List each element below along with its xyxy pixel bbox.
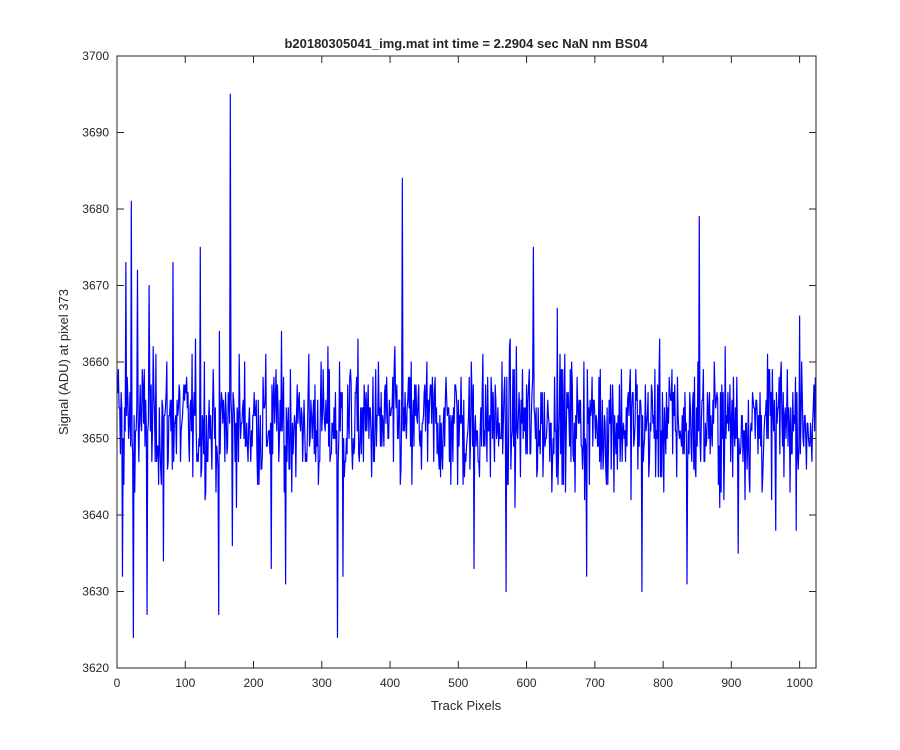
x-tick-label: 500	[448, 676, 468, 690]
x-tick-label: 800	[653, 676, 673, 690]
x-tick-label: 600	[517, 676, 537, 690]
x-tick-group: 0 100 200 300 400 500 600 700 800 900 1000	[114, 56, 813, 690]
signal-series-line	[117, 93, 816, 638]
y-tick-group: 3620 3630 3640 3650 3660 3670 3680 3690 3700	[82, 49, 816, 675]
y-tick-label: 3630	[82, 585, 109, 599]
x-tick-label: 0	[114, 676, 121, 690]
y-tick-label: 3620	[82, 661, 109, 675]
x-tick-label: 200	[244, 676, 264, 690]
x-tick-label: 300	[312, 676, 332, 690]
x-axis-label: Track Pixels	[431, 698, 502, 713]
y-axis-label: Signal (ADU) at pixel 373	[56, 289, 71, 435]
y-tick-label: 3670	[82, 279, 109, 293]
y-tick-label: 3680	[82, 202, 109, 216]
y-tick-label: 3700	[82, 49, 109, 63]
x-tick-label: 700	[585, 676, 605, 690]
plot-area	[117, 56, 816, 668]
chart-title: b20180305041_img.mat int time = 2.2904 s…	[284, 36, 648, 51]
y-tick-label: 3660	[82, 355, 109, 369]
y-tick-label: 3690	[82, 126, 109, 140]
x-tick-label: 100	[175, 676, 195, 690]
x-tick-label: 1000	[786, 676, 813, 690]
signal-trace-group	[117, 93, 816, 638]
y-tick-label: 3640	[82, 508, 109, 522]
x-tick-label: 400	[380, 676, 400, 690]
x-tick-label: 900	[721, 676, 741, 690]
y-tick-label: 3650	[82, 432, 109, 446]
